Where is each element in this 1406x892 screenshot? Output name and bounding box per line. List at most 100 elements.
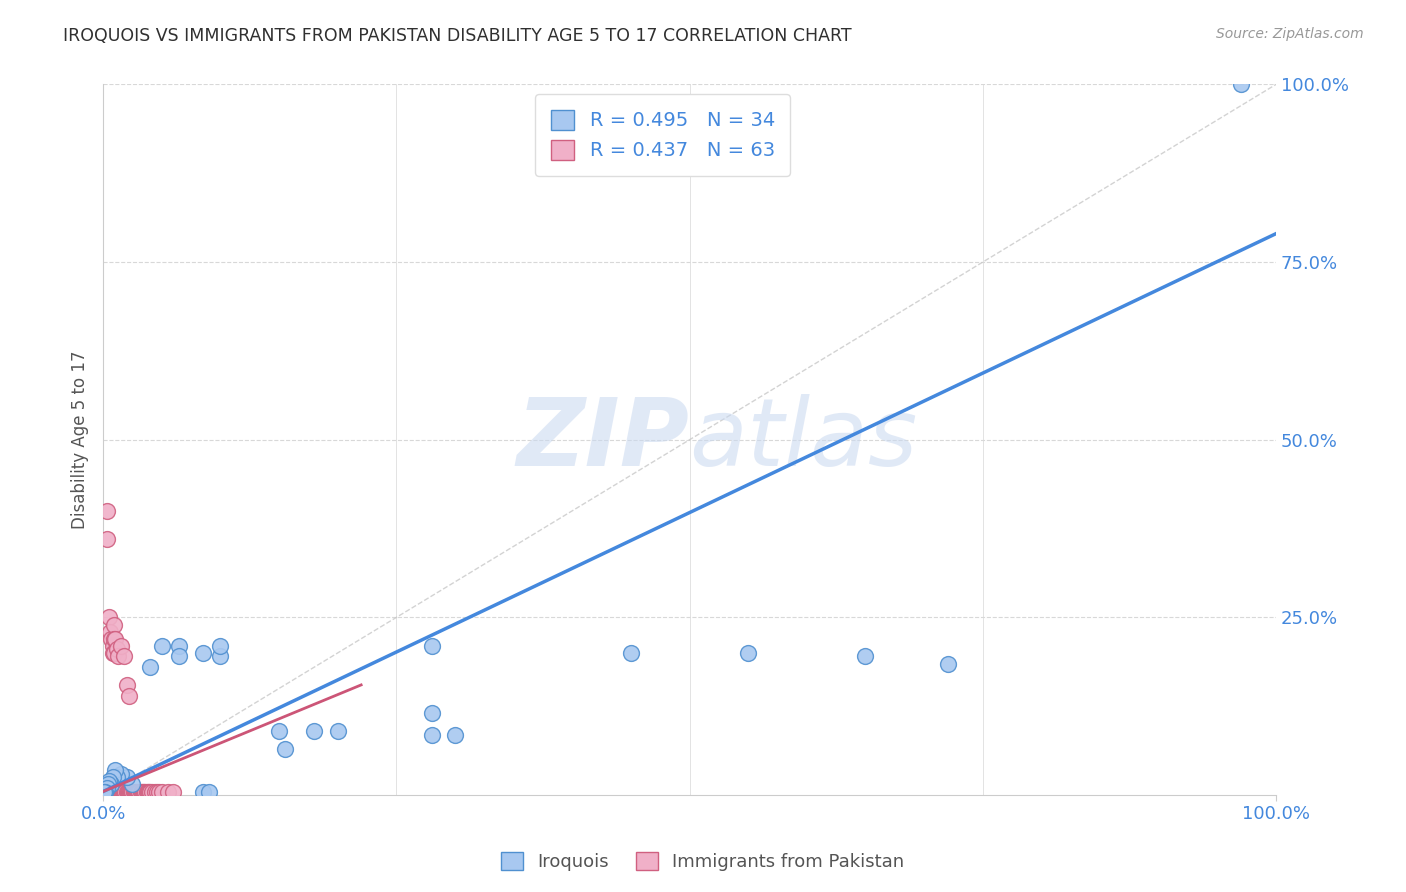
Point — [191, 784, 214, 798]
Point — [120, 784, 142, 798]
Y-axis label: Disability Age 5 to 17: Disability Age 5 to 17 — [72, 351, 89, 529]
Point — [96, 784, 118, 798]
Point — [138, 784, 160, 798]
Point — [139, 660, 162, 674]
Point — [131, 784, 153, 798]
Point — [420, 639, 443, 653]
Text: Source: ZipAtlas.com: Source: ZipAtlas.com — [1216, 27, 1364, 41]
Point — [121, 784, 143, 798]
Point — [124, 784, 146, 798]
Point — [197, 784, 219, 798]
Point — [191, 646, 214, 660]
Point — [112, 784, 135, 798]
Point — [104, 632, 127, 646]
Point — [122, 784, 145, 798]
Point — [104, 763, 127, 777]
Point — [98, 773, 121, 788]
Point — [620, 646, 643, 660]
Point — [101, 646, 124, 660]
Point — [135, 784, 157, 798]
Point — [136, 784, 159, 798]
Point — [420, 728, 443, 742]
Point — [169, 639, 191, 653]
Point — [96, 533, 118, 547]
Point — [103, 617, 125, 632]
Point — [93, 784, 115, 798]
Point — [141, 784, 163, 798]
Point — [100, 632, 122, 646]
Point — [121, 777, 143, 791]
Point — [101, 784, 124, 798]
Point — [115, 678, 138, 692]
Point — [127, 784, 149, 798]
Point — [150, 784, 173, 798]
Point — [103, 784, 125, 798]
Point — [118, 689, 141, 703]
Point — [107, 784, 129, 798]
Point — [150, 639, 173, 653]
Point — [115, 784, 138, 798]
Point — [169, 649, 191, 664]
Point — [105, 784, 128, 798]
Point — [100, 777, 122, 791]
Point — [107, 649, 129, 664]
Point — [148, 784, 170, 798]
Point — [162, 784, 184, 798]
Point — [209, 639, 232, 653]
Point — [94, 784, 117, 798]
Point — [115, 770, 138, 784]
Point — [96, 780, 118, 795]
Point — [1229, 78, 1251, 92]
Point — [120, 784, 142, 798]
Point — [94, 784, 117, 798]
Point — [139, 784, 162, 798]
Point — [111, 784, 134, 798]
Point — [114, 784, 136, 798]
Point — [125, 784, 148, 798]
Point — [737, 646, 759, 660]
Point — [118, 784, 141, 798]
Legend: Iroquois, Immigrants from Pakistan: Iroquois, Immigrants from Pakistan — [495, 845, 911, 879]
Point — [98, 784, 121, 798]
Point — [104, 784, 127, 798]
Point — [134, 784, 156, 798]
Point — [100, 784, 122, 798]
Point — [97, 784, 120, 798]
Point — [143, 784, 166, 798]
Point — [105, 784, 128, 798]
Point — [326, 724, 349, 739]
Point — [112, 784, 135, 798]
Point — [134, 784, 156, 798]
Point — [129, 784, 152, 798]
Point — [112, 649, 135, 664]
Point — [101, 770, 124, 784]
Point — [146, 784, 169, 798]
Point — [156, 784, 179, 798]
Point — [108, 784, 131, 798]
Point — [128, 784, 150, 798]
Point — [117, 784, 139, 798]
Point — [444, 728, 467, 742]
Point — [103, 646, 125, 660]
Point — [132, 784, 155, 798]
Point — [110, 766, 132, 780]
Point — [98, 624, 121, 639]
Text: atlas: atlas — [689, 394, 918, 485]
Point — [103, 632, 125, 646]
Point — [97, 777, 120, 791]
Point — [98, 610, 121, 624]
Point — [98, 784, 121, 798]
Point — [274, 742, 297, 756]
Legend: R = 0.495   N = 34, R = 0.437   N = 63: R = 0.495 N = 34, R = 0.437 N = 63 — [536, 95, 790, 176]
Point — [110, 639, 132, 653]
Point — [127, 784, 149, 798]
Point — [105, 770, 128, 784]
Point — [101, 639, 124, 653]
Point — [420, 706, 443, 721]
Text: ZIP: ZIP — [516, 393, 689, 486]
Point — [96, 504, 118, 518]
Point — [209, 649, 232, 664]
Point — [855, 649, 877, 664]
Point — [105, 642, 128, 657]
Point — [110, 784, 132, 798]
